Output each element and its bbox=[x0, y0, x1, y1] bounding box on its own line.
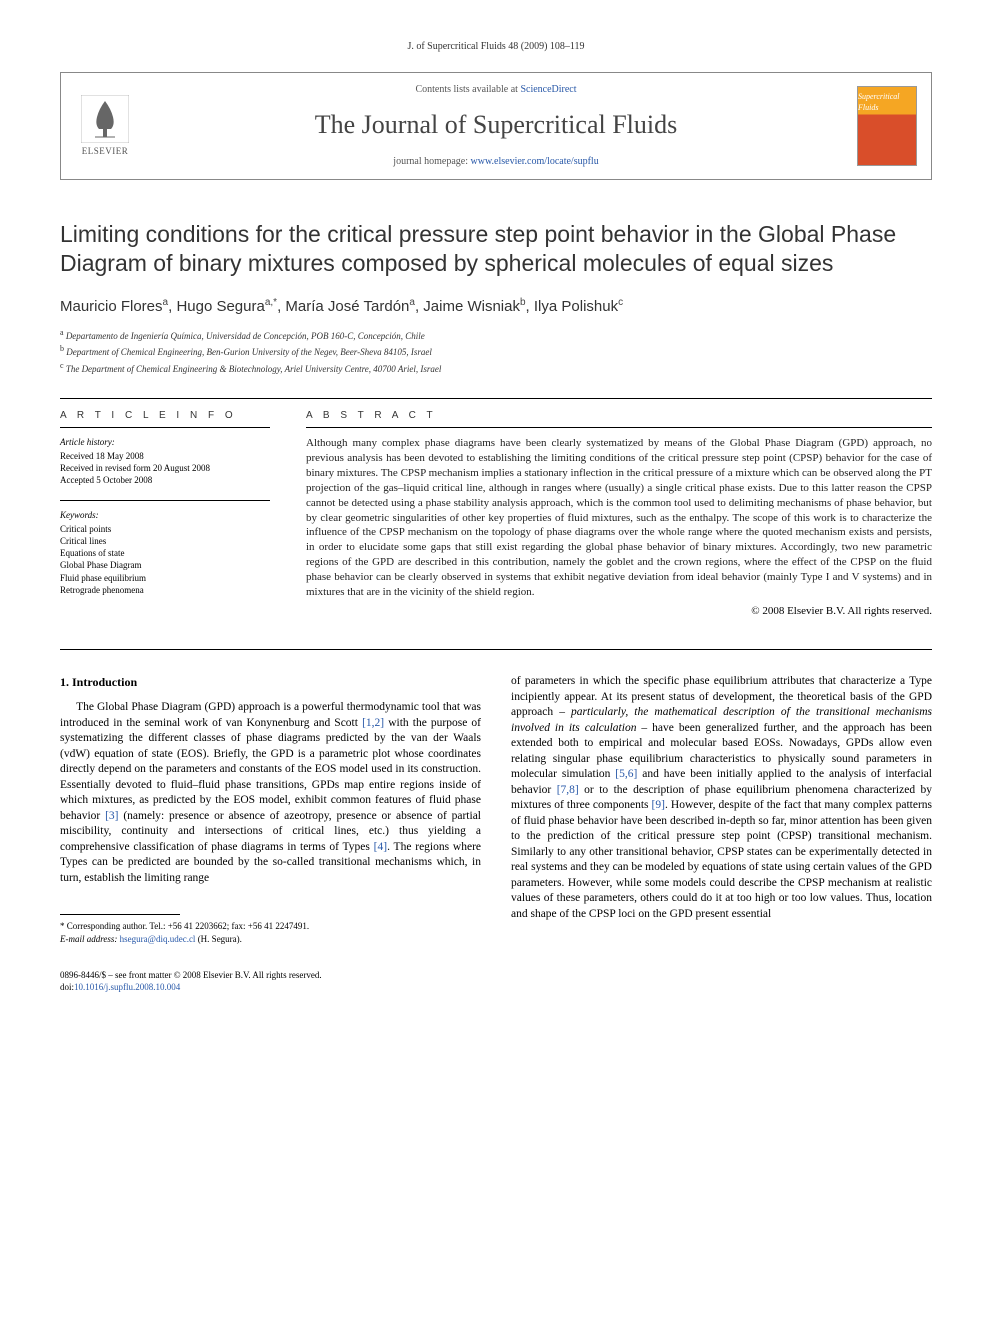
author-4: Ilya Polishukc bbox=[534, 298, 623, 315]
divider-bottom bbox=[60, 649, 932, 650]
email-suffix: (H. Segura). bbox=[195, 934, 242, 944]
author-3: Jaime Wisniakb bbox=[423, 298, 525, 315]
keywords-label: Keywords: bbox=[60, 509, 270, 522]
abstract-copyright: © 2008 Elsevier B.V. All rights reserved… bbox=[306, 604, 932, 619]
page-footer: 0896-8446/$ – see front matter © 2008 El… bbox=[60, 969, 932, 993]
article-history-block: Article history: Received 18 May 2008 Re… bbox=[60, 436, 270, 486]
publisher-name: ELSEVIER bbox=[82, 145, 129, 158]
affiliations-block: a Departamento de Ingeniería Química, Un… bbox=[60, 327, 932, 377]
doi-link[interactable]: 10.1016/j.supflu.2008.10.004 bbox=[74, 982, 180, 992]
ref-link[interactable]: [9] bbox=[652, 799, 665, 811]
corresponding-footnote: * Corresponding author. Tel.: +56 41 220… bbox=[60, 920, 481, 944]
intro-paragraph-col1: The Global Phase Diagram (GPD) approach … bbox=[60, 700, 481, 886]
affiliation-b: b Department of Chemical Engineering, Be… bbox=[60, 343, 932, 360]
body-columns: 1. Introduction The Global Phase Diagram… bbox=[60, 674, 932, 945]
contents-prefix: Contents lists available at bbox=[415, 84, 520, 95]
article-title: Limiting conditions for the critical pre… bbox=[60, 220, 932, 278]
authors-line: Mauricio Floresa, Hugo Seguraa,*, María … bbox=[60, 296, 932, 317]
homepage-prefix: journal homepage: bbox=[393, 156, 470, 167]
article-info-col: A R T I C L E I N F O Article history: R… bbox=[60, 409, 270, 619]
email-line: E-mail address: hsegura@diq.udec.cl (H. … bbox=[60, 933, 481, 945]
intro-heading: 1. Introduction bbox=[60, 674, 481, 690]
keyword-2: Equations of state bbox=[60, 547, 270, 559]
history-accepted: Accepted 5 October 2008 bbox=[60, 474, 270, 486]
affiliation-a: a Departamento de Ingeniería Química, Un… bbox=[60, 327, 932, 344]
keyword-4: Fluid phase equilibrium bbox=[60, 572, 270, 584]
journal-header-box: ELSEVIER Contents lists available at Sci… bbox=[60, 72, 932, 180]
body-column-right: of parameters in which the specific phas… bbox=[511, 674, 932, 945]
doi-prefix: doi: bbox=[60, 982, 74, 992]
info-heading-rule bbox=[60, 427, 270, 428]
keywords-rule bbox=[60, 500, 270, 501]
ref-link[interactable]: [4] bbox=[374, 841, 387, 853]
journal-homepage-line: journal homepage: www.elsevier.com/locat… bbox=[149, 155, 843, 169]
email-label: E-mail address: bbox=[60, 934, 120, 944]
page-citation: J. of Supercritical Fluids 48 (2009) 108… bbox=[60, 40, 932, 54]
keyword-1: Critical lines bbox=[60, 535, 270, 547]
abstract-col: A B S T R A C T Although many complex ph… bbox=[306, 409, 932, 619]
author-2: María José Tardóna bbox=[285, 298, 415, 315]
ref-link[interactable]: [1,2] bbox=[362, 717, 384, 729]
article-info-heading: A R T I C L E I N F O bbox=[60, 409, 270, 423]
contents-available-line: Contents lists available at ScienceDirec… bbox=[149, 83, 843, 97]
ref-link[interactable]: [7,8] bbox=[557, 784, 579, 796]
homepage-link[interactable]: www.elsevier.com/locate/supflu bbox=[471, 156, 599, 167]
author-1: Hugo Seguraa,* bbox=[176, 298, 277, 315]
elsevier-tree-icon bbox=[81, 95, 129, 143]
keyword-0: Critical points bbox=[60, 523, 270, 535]
keywords-block: Keywords: Critical points Critical lines… bbox=[60, 509, 270, 595]
abstract-heading: A B S T R A C T bbox=[306, 409, 932, 423]
history-label: Article history: bbox=[60, 436, 270, 449]
publisher-logo: ELSEVIER bbox=[75, 91, 135, 161]
affiliation-c: c The Department of Chemical Engineering… bbox=[60, 360, 932, 377]
corresponding-line: * Corresponding author. Tel.: +56 41 220… bbox=[60, 920, 481, 932]
keyword-5: Retrograde phenomena bbox=[60, 584, 270, 596]
journal-center-block: Contents lists available at ScienceDirec… bbox=[149, 83, 843, 169]
ref-link[interactable]: [3] bbox=[105, 810, 118, 822]
info-abstract-row: A R T I C L E I N F O Article history: R… bbox=[60, 409, 932, 619]
divider-top bbox=[60, 398, 932, 399]
body-column-left: 1. Introduction The Global Phase Diagram… bbox=[60, 674, 481, 945]
keyword-3: Global Phase Diagram bbox=[60, 559, 270, 571]
email-link[interactable]: hsegura@diq.udec.cl bbox=[120, 934, 196, 944]
issn-line: 0896-8446/$ – see front matter © 2008 El… bbox=[60, 969, 932, 981]
abstract-heading-rule bbox=[306, 427, 932, 428]
author-0: Mauricio Floresa bbox=[60, 298, 168, 315]
doi-line: doi:10.1016/j.supflu.2008.10.004 bbox=[60, 981, 932, 993]
intro-paragraph-col2: of parameters in which the specific phas… bbox=[511, 674, 932, 922]
cover-text: Supercritical Fluids bbox=[858, 91, 913, 113]
footnote-rule bbox=[60, 914, 180, 915]
history-revised: Received in revised form 20 August 2008 bbox=[60, 462, 270, 474]
ref-link[interactable]: [5,6] bbox=[615, 768, 637, 780]
sciencedirect-link[interactable]: ScienceDirect bbox=[520, 84, 576, 95]
abstract-text: Although many complex phase diagrams hav… bbox=[306, 436, 932, 599]
history-received: Received 18 May 2008 bbox=[60, 450, 270, 462]
journal-title: The Journal of Supercritical Fluids bbox=[149, 107, 843, 143]
journal-cover-thumbnail: Supercritical Fluids bbox=[857, 86, 917, 166]
